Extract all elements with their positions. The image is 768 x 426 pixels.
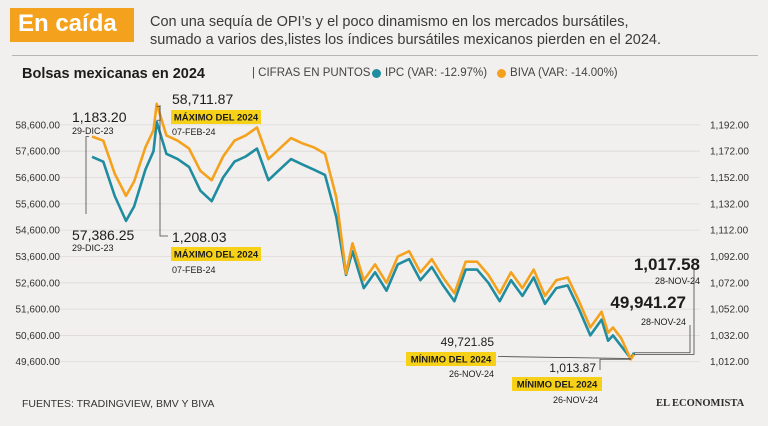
y-right-tick-label: 1,172.00 xyxy=(710,147,749,158)
y-left-tick-label: 57,600.00 xyxy=(16,147,61,158)
peak-biva-value: 1,208.03 xyxy=(172,229,227,245)
sources-note: FUENTES: TRADINGVIEW, BMV Y BIVA xyxy=(22,398,215,410)
subtitle-line-1: Con una sequía de OPI’s y el poco dinami… xyxy=(150,14,629,30)
y-right-tick-label: 1,032.00 xyxy=(710,331,749,342)
start-leader xyxy=(85,136,89,214)
y-right-tick-label: 1,152.00 xyxy=(710,173,749,184)
legend: IPC (VAR: -12.97%) BIVA (VAR: -14.00%) xyxy=(372,67,628,79)
min-ipc-date: 26-NOV-24 xyxy=(449,369,494,379)
y-right-tick-label: 1,112.00 xyxy=(710,226,749,237)
y-right-tick-label: 1,072.00 xyxy=(710,278,749,289)
header-tag xyxy=(10,8,134,42)
end-ipc-date: 28-NOV-24 xyxy=(641,317,686,327)
subtitle-line-2: sumado a varios des,listes los índices b… xyxy=(150,32,661,48)
min-ipc-value: 49,721.85 xyxy=(441,335,495,349)
peak-ipc-value: 58,711.87 xyxy=(172,91,233,107)
peak-ipc-badge-bg xyxy=(171,110,261,124)
peak-biva-badge: MÁXIMO DEL 2024 xyxy=(174,250,259,261)
legend-ipc-dot xyxy=(372,68,381,78)
start-ipc-value: 57,386.25 xyxy=(72,227,134,243)
min-biva-value: 1,013.87 xyxy=(549,361,596,375)
y-left-tick-label: 54,600.00 xyxy=(16,226,61,237)
y-right-tick-label: 1,192.00 xyxy=(710,120,749,131)
peak-biva-badge-bg xyxy=(171,247,261,261)
header-divider xyxy=(12,55,758,56)
brand-logo: EL ECONOMISTA xyxy=(656,398,745,409)
legend-ipc-label: IPC (VAR: -12.97%) xyxy=(385,67,488,79)
peak-ipc-badge: MÁXIMO DEL 2024 xyxy=(174,113,259,124)
y-left-tick-label: 50,600.00 xyxy=(16,331,61,342)
start-biva-date: 29-DIC-23 xyxy=(72,126,114,136)
legend-biva-dot xyxy=(497,68,507,78)
y-right-tick-label: 1,092.00 xyxy=(710,252,749,263)
y-left-tick-label: 49,600.00 xyxy=(16,357,61,368)
y-left-tick-label: 55,600.00 xyxy=(16,199,61,210)
peak-biva-leader xyxy=(156,106,168,237)
start-ipc-date: 29-DIC-23 xyxy=(72,243,114,253)
start-biva-value: 1,183.20 xyxy=(72,109,127,125)
min-biva-leader xyxy=(599,358,631,370)
chart-title: Bolsas mexicanas en 2024 xyxy=(22,66,205,82)
subtitle: Con una sequía de OPI’s y el poco dinami… xyxy=(150,13,750,49)
peak-biva-date: 07-FEB-24 xyxy=(172,265,216,275)
series-line-biva xyxy=(91,102,636,361)
y-left-tick-label: 52,600.00 xyxy=(16,278,61,289)
legend-item-ipc: IPC (VAR: -12.97%) xyxy=(372,67,487,79)
min-biva-date: 26-NOV-24 xyxy=(553,395,598,405)
min-ipc-leader xyxy=(497,356,631,359)
peak-ipc-date: 07-FEB-24 xyxy=(172,127,216,137)
y-left-tick-label: 51,600.00 xyxy=(16,305,61,316)
units-label: | CIFRAS EN PUNTOS xyxy=(252,67,371,79)
y-right-tick-label: 1,132.00 xyxy=(710,199,749,210)
legend-biva-label: BIVA (VAR: -14.00%) xyxy=(510,67,618,79)
series-line-ipc xyxy=(91,120,636,360)
legend-item-biva: BIVA (VAR: -14.00%) xyxy=(497,67,618,79)
headline: En caída xyxy=(18,10,117,37)
end-ipc-leader xyxy=(634,325,691,354)
y-left-tick-label: 56,600.00 xyxy=(16,173,61,184)
y-left-tick-label: 53,600.00 xyxy=(16,252,61,263)
min-ipc-badge-bg xyxy=(406,352,496,366)
y-left-tick-label: 58,600.00 xyxy=(16,120,61,131)
end-biva-value: 1,017.58 xyxy=(634,255,700,274)
end-biva-date: 28-NOV-24 xyxy=(655,276,700,286)
min-biva-badge: MÍNIMO DEL 2024 xyxy=(517,380,598,391)
end-biva-leader xyxy=(634,270,695,355)
y-right-tick-label: 1,052.00 xyxy=(710,305,749,316)
end-ipc-value: 49,941.27 xyxy=(610,293,686,312)
min-ipc-badge: MÍNIMO DEL 2024 xyxy=(411,355,492,366)
y-right-tick-label: 1,012.00 xyxy=(710,357,749,368)
min-biva-badge-bg xyxy=(512,377,602,391)
